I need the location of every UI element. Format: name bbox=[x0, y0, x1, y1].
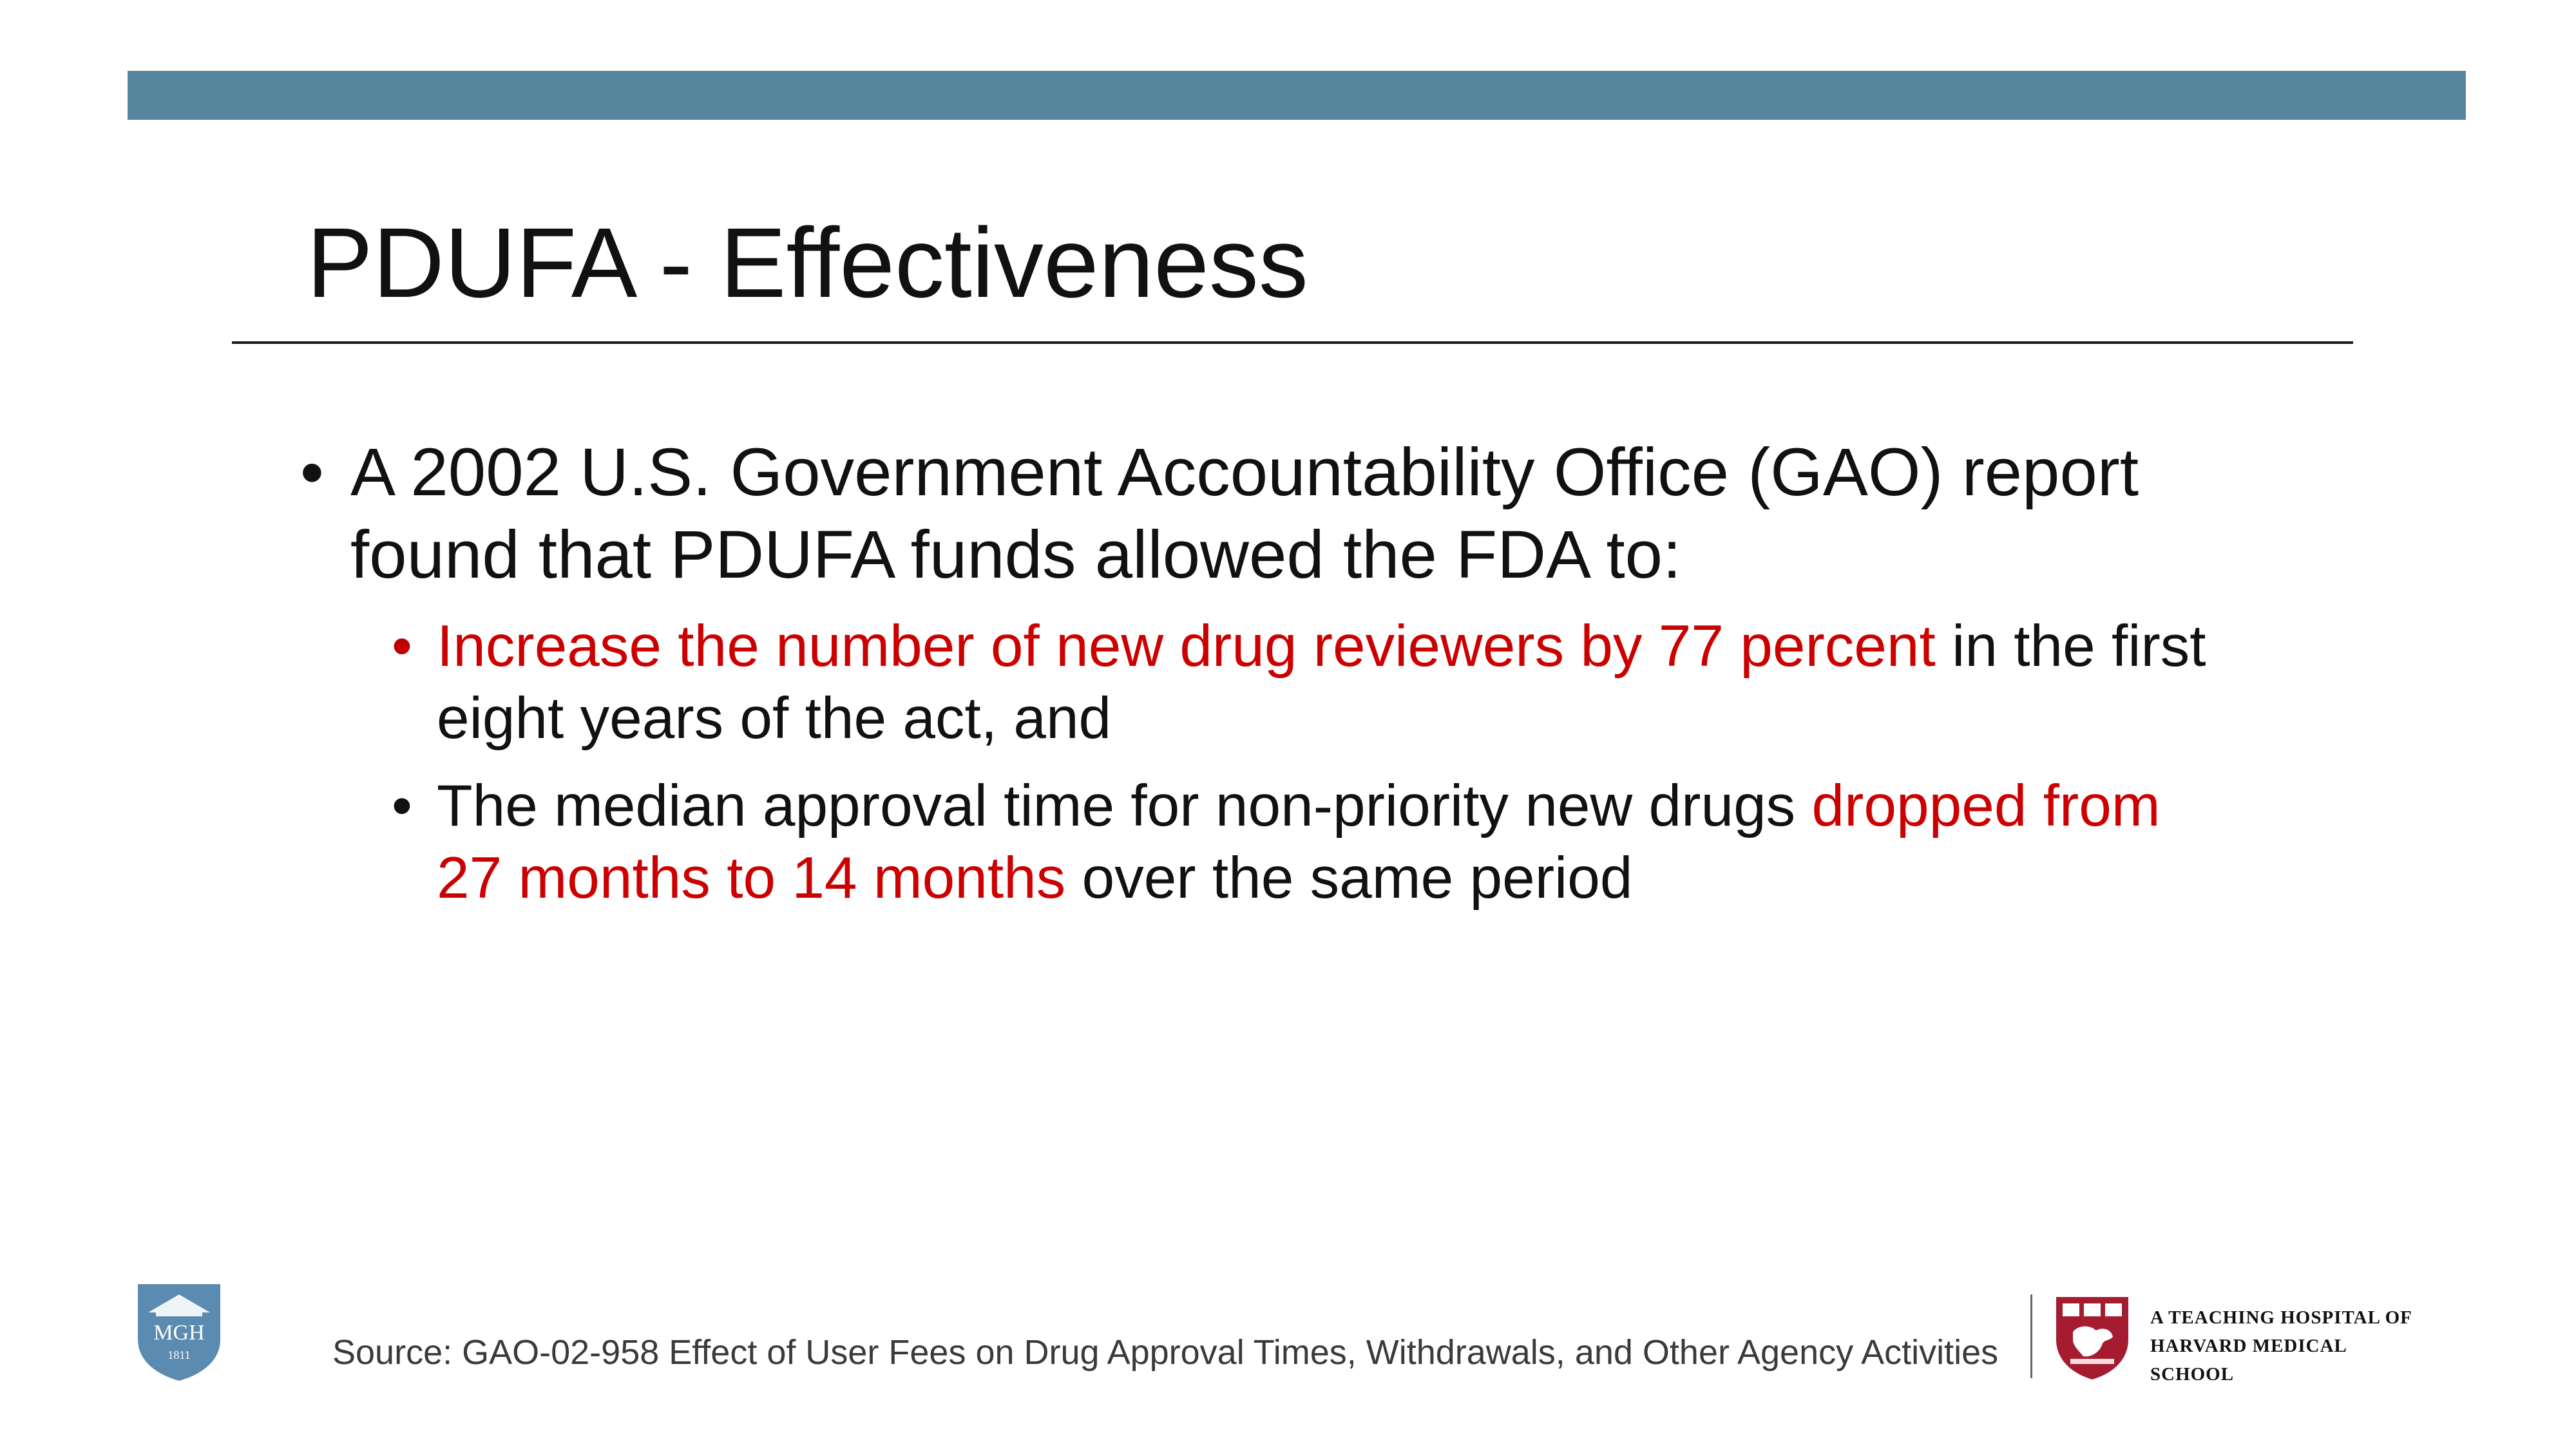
mgh-logo-year: 1811 bbox=[167, 1349, 190, 1361]
source-citation: Source: GAO-02-958 Effect of User Fees o… bbox=[332, 1333, 1999, 1372]
highlighted-text: dropped from 27 months to 14 months bbox=[437, 773, 2161, 911]
harvard-text-line: A TEACHING HOSPITAL OF bbox=[2150, 1307, 2412, 1328]
plain-text: in the first eight years of the act, and bbox=[437, 614, 2206, 751]
plain-text: over the same period bbox=[1065, 846, 1633, 911]
bullet-marker: • bbox=[392, 773, 412, 838]
mgh-logo-text: MGH bbox=[153, 1321, 204, 1345]
title-underline bbox=[232, 341, 2353, 344]
sub-bullet-reviewers: • Increase the number of new drug review… bbox=[392, 611, 2240, 755]
highlighted-text: Increase the number of new drug reviewer… bbox=[437, 614, 1936, 679]
sub-bullet-text: The median approval time for non-priorit… bbox=[437, 770, 2240, 914]
bullet-marker: • bbox=[300, 435, 324, 510]
harvard-text-line: HARVARD MEDICAL bbox=[2150, 1336, 2347, 1356]
harvard-text-line: SCHOOL bbox=[2150, 1364, 2235, 1385]
plain-text: The median approval time for non-priorit… bbox=[437, 773, 1812, 838]
bullet-marker: • bbox=[392, 614, 412, 679]
sub-bullet-approval-time: • The median approval time for non-prior… bbox=[392, 770, 2240, 914]
sub-bullet-text: Increase the number of new drug reviewer… bbox=[437, 611, 2240, 755]
main-bullet-text: A 2002 U.S. Government Accountability Of… bbox=[350, 435, 2139, 592]
mgh-logo: MGH 1811 bbox=[134, 1280, 224, 1383]
header-accent-bar bbox=[128, 71, 2466, 120]
harvard-shield-icon bbox=[2054, 1294, 2131, 1382]
harvard-affiliation-text: A TEACHING HOSPITAL OF HARVARD MEDICAL S… bbox=[2150, 1303, 2434, 1388]
footer-divider bbox=[2030, 1294, 2032, 1378]
main-bullet: • A 2002 U.S. Government Accountability … bbox=[300, 431, 2297, 596]
slide-title: PDUFA - Effectiveness bbox=[307, 207, 1308, 318]
